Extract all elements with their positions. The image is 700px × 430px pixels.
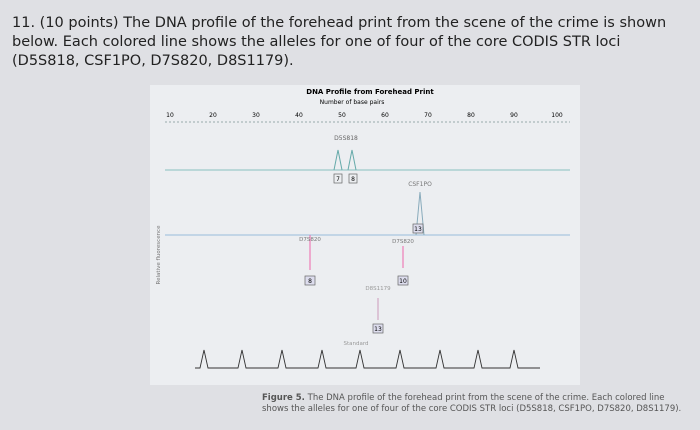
question-number: 11. <box>12 15 36 31</box>
tick-label: 100 <box>551 112 563 119</box>
allele: 13 <box>374 326 382 333</box>
allele: 10 <box>399 278 407 285</box>
y-label: Relative fluorescence <box>156 225 162 285</box>
x-label: Number of base pairs <box>320 99 385 106</box>
tick-label: 70 <box>424 112 432 119</box>
question-text: The DNA profile of the forehead print fr… <box>12 15 667 69</box>
tick-label: 60 <box>381 112 389 119</box>
figure-title: DNA Profile from Forehead Print <box>306 88 434 96</box>
allele-box <box>348 173 358 184</box>
tick-label: 20 <box>209 112 217 119</box>
tick-label: 40 <box>295 112 303 119</box>
tick-row: 10 20 30 40 50 60 70 80 90 100 <box>166 112 563 119</box>
locus-label: D8S1179 <box>365 286 391 292</box>
peak <box>415 191 425 236</box>
locus-label: D7S820 <box>392 239 414 245</box>
locus-label: D5S818 <box>334 135 358 142</box>
question: 11. (10 points) The DNA profile of the f… <box>12 14 672 71</box>
caption-text: The DNA profile of the forehead print fr… <box>262 393 682 414</box>
locus-label: CSF1PO <box>408 181 432 188</box>
allele-box <box>412 223 424 234</box>
allele-box <box>333 173 343 184</box>
locus-label: D7S820 <box>299 237 321 243</box>
locus-label: Standard <box>343 341 368 347</box>
allele: 8 <box>308 278 312 285</box>
tick-label: 90 <box>510 112 518 119</box>
allele-box <box>372 323 384 334</box>
allele-box <box>397 275 409 286</box>
tick-label: 10 <box>166 112 174 119</box>
tick-label: 80 <box>467 112 475 119</box>
allele: 13 <box>414 226 422 233</box>
peak <box>333 149 357 171</box>
tick-label: 50 <box>338 112 346 119</box>
allele-box <box>304 275 316 286</box>
question-points: (10 points) <box>39 15 119 31</box>
caption: Figure 5. The DNA profile of the forehea… <box>262 393 682 415</box>
allele: 8 <box>351 176 355 183</box>
caption-label: Figure 5. <box>262 393 305 403</box>
tick-label: 30 <box>252 112 260 119</box>
standard-trace <box>195 349 540 369</box>
allele: 7 <box>336 176 340 183</box>
